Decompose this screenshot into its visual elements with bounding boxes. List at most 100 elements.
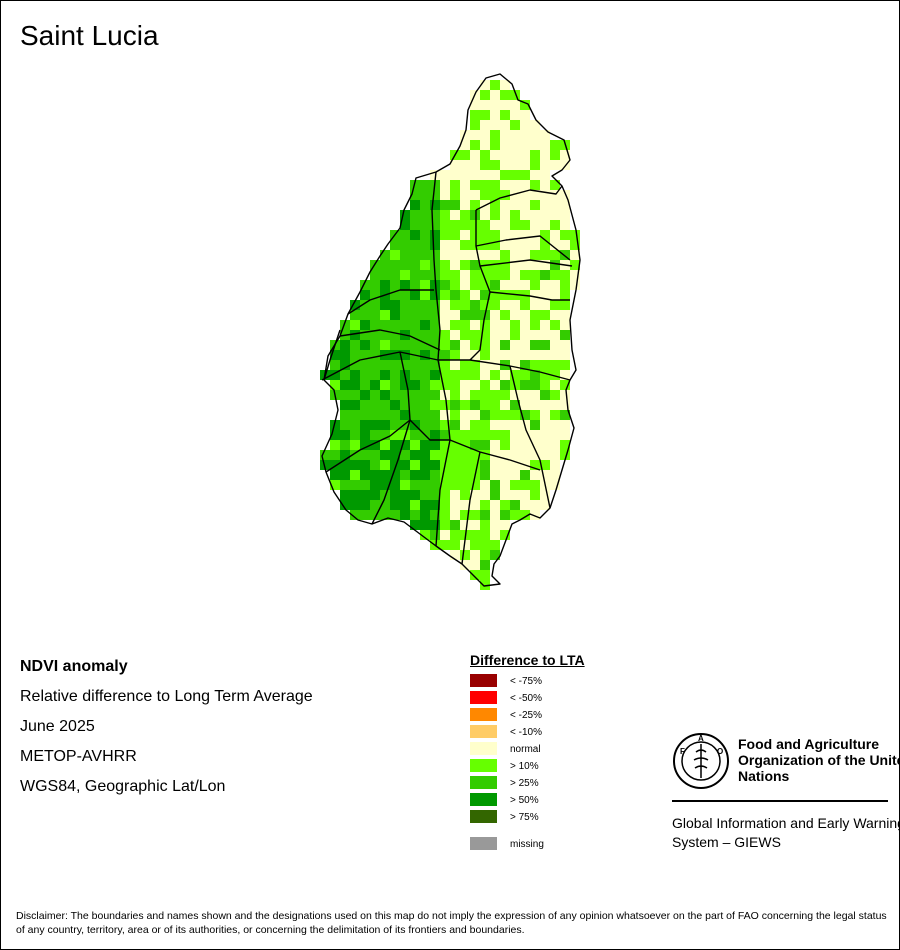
anomaly-cell bbox=[450, 300, 460, 310]
anomaly-cell bbox=[400, 350, 410, 360]
svg-text:O: O bbox=[717, 747, 723, 756]
anomaly-cell bbox=[490, 390, 500, 400]
anomaly-cell bbox=[550, 250, 560, 260]
anomaly-cell bbox=[410, 300, 420, 310]
anomaly-cell bbox=[400, 340, 410, 350]
anomaly-cell bbox=[350, 500, 360, 510]
anomaly-cell bbox=[440, 270, 450, 280]
anomaly-cell bbox=[490, 190, 500, 200]
anomaly-cell bbox=[420, 180, 430, 190]
anomaly-cell bbox=[450, 160, 460, 170]
anomaly-cell bbox=[490, 380, 500, 390]
anomaly-cell bbox=[370, 350, 380, 360]
anomaly-cell bbox=[420, 450, 430, 460]
anomaly-cell bbox=[410, 290, 420, 300]
anomaly-cell bbox=[390, 460, 400, 470]
anomaly-cell bbox=[390, 510, 400, 520]
anomaly-cell bbox=[450, 260, 460, 270]
anomaly-cell bbox=[380, 460, 390, 470]
anomaly-cell bbox=[480, 440, 490, 450]
anomaly-cell bbox=[460, 170, 470, 180]
anomaly-cell bbox=[340, 370, 350, 380]
anomaly-cell bbox=[550, 240, 560, 250]
anomaly-cell bbox=[380, 390, 390, 400]
anomaly-cell bbox=[550, 390, 560, 400]
anomaly-cell bbox=[450, 190, 460, 200]
anomaly-cell bbox=[470, 250, 480, 260]
anomaly-cell bbox=[520, 360, 530, 370]
anomaly-cell bbox=[410, 330, 420, 340]
anomaly-cell bbox=[460, 450, 470, 460]
admin-boundaries bbox=[321, 73, 581, 587]
anomaly-cell bbox=[470, 140, 480, 150]
anomaly-cell bbox=[390, 440, 400, 450]
anomaly-cell bbox=[540, 150, 550, 160]
anomaly-cell bbox=[540, 250, 550, 260]
anomaly-cell bbox=[530, 260, 540, 270]
anomaly-cell bbox=[330, 450, 340, 460]
anomaly-cell bbox=[330, 420, 340, 430]
anomaly-cell bbox=[460, 250, 470, 260]
anomaly-cell bbox=[390, 390, 400, 400]
anomaly-cell bbox=[470, 380, 480, 390]
anomaly-cell bbox=[570, 270, 580, 280]
anomaly-cell bbox=[440, 370, 450, 380]
anomaly-cell bbox=[420, 410, 430, 420]
anomaly-cell bbox=[390, 330, 400, 340]
anomaly-cell bbox=[390, 490, 400, 500]
anomaly-cell bbox=[520, 260, 530, 270]
anomaly-cell bbox=[510, 280, 520, 290]
anomaly-cell bbox=[440, 440, 450, 450]
anomaly-cell bbox=[530, 190, 540, 200]
anomaly-cell bbox=[430, 470, 440, 480]
anomaly-cell bbox=[540, 380, 550, 390]
anomaly-cell bbox=[450, 370, 460, 380]
anomaly-cell bbox=[400, 360, 410, 370]
anomaly-cell bbox=[490, 430, 500, 440]
anomaly-cell bbox=[530, 230, 540, 240]
anomaly-cell bbox=[540, 440, 550, 450]
anomaly-cell bbox=[480, 210, 490, 220]
anomaly-cell bbox=[470, 450, 480, 460]
anomaly-cell bbox=[500, 180, 510, 190]
anomaly-cell bbox=[420, 200, 430, 210]
anomaly-cell bbox=[530, 140, 540, 150]
anomaly-cell bbox=[480, 390, 490, 400]
anomaly-cell bbox=[510, 320, 520, 330]
anomaly-cell bbox=[570, 250, 580, 260]
anomaly-cell bbox=[510, 160, 520, 170]
anomaly-cell bbox=[440, 200, 450, 210]
anomaly-cell bbox=[510, 440, 520, 450]
anomaly-cell bbox=[450, 250, 460, 260]
anomaly-cell bbox=[430, 320, 440, 330]
anomaly-cell bbox=[520, 160, 530, 170]
anomaly-cell bbox=[500, 480, 510, 490]
anomaly-cell bbox=[430, 420, 440, 430]
anomaly-cell bbox=[510, 300, 520, 310]
anomaly-cell bbox=[510, 170, 520, 180]
anomaly-cell bbox=[410, 400, 420, 410]
anomaly-cell bbox=[480, 420, 490, 430]
anomaly-cell bbox=[540, 460, 550, 470]
anomaly-cell bbox=[500, 470, 510, 480]
anomaly-cell bbox=[490, 280, 500, 290]
anomaly-cell bbox=[420, 270, 430, 280]
anomaly-cell bbox=[440, 500, 450, 510]
anomaly-cell bbox=[360, 340, 370, 350]
anomaly-cell bbox=[390, 400, 400, 410]
anomaly-cell bbox=[560, 330, 570, 340]
anomaly-cell bbox=[380, 510, 390, 520]
anomaly-cell bbox=[460, 150, 470, 160]
anomaly-cell bbox=[460, 230, 470, 240]
anomaly-cell bbox=[460, 460, 470, 470]
anomaly-cell bbox=[490, 260, 500, 270]
anomaly-cell bbox=[360, 390, 370, 400]
anomaly-cell bbox=[470, 200, 480, 210]
anomaly-cell bbox=[350, 440, 360, 450]
product-name: NDVI anomaly bbox=[20, 658, 128, 675]
anomaly-cell bbox=[560, 430, 570, 440]
anomaly-cell bbox=[470, 340, 480, 350]
anomaly-cell bbox=[440, 170, 450, 180]
anomaly-cell bbox=[500, 490, 510, 500]
anomaly-cell bbox=[550, 430, 560, 440]
